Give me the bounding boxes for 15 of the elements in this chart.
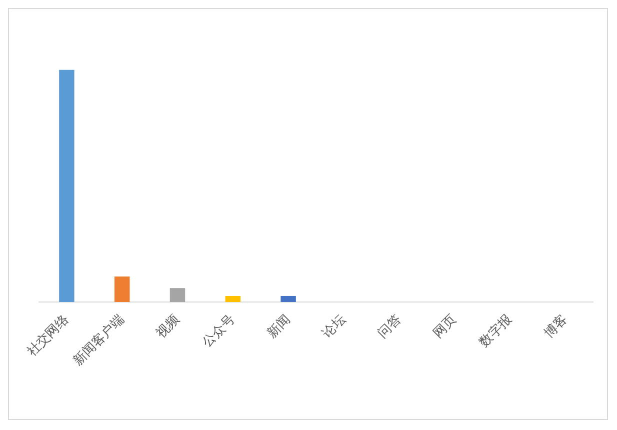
x-tick-label: 网页 — [430, 312, 460, 342]
bar — [170, 288, 186, 302]
x-tick-label: 数字报 — [476, 311, 516, 350]
x-tick-label: 论坛 — [320, 312, 349, 342]
bar — [59, 70, 74, 302]
bar — [280, 296, 296, 302]
x-tick-label: 社交网络 — [24, 311, 72, 360]
x-tick-label: 博客 — [540, 311, 571, 342]
bar — [225, 296, 241, 302]
bar — [114, 276, 130, 302]
x-tick-label: 问答 — [375, 312, 404, 342]
x-tick-label: 视频 — [154, 312, 183, 342]
x-tick-label: 新闻 — [264, 312, 294, 342]
x-tick-label: 新闻客户端 — [70, 311, 128, 369]
x-tick-label: 公众号 — [200, 312, 238, 350]
